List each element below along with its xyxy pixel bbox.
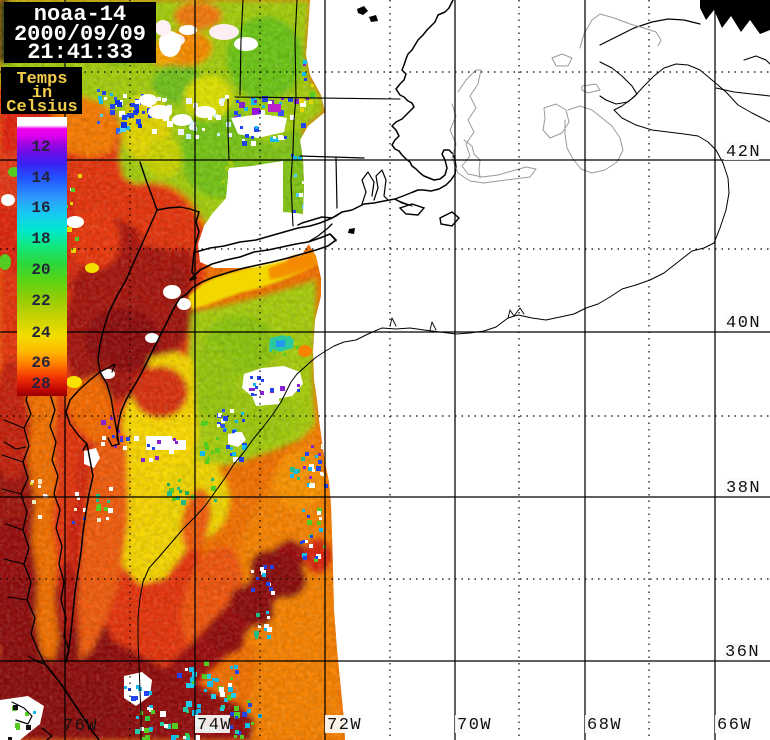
svg-text:40N: 40N: [726, 314, 761, 333]
svg-text:in: in: [32, 84, 52, 103]
svg-text:36N: 36N: [725, 643, 760, 662]
svg-text:Temps: Temps: [16, 70, 67, 89]
svg-text:noaa-14: noaa-14: [34, 2, 126, 27]
svg-text:2000/09/09: 2000/09/09: [14, 22, 146, 47]
svg-text:76W: 76W: [63, 717, 98, 736]
svg-text:20: 20: [31, 261, 50, 279]
svg-text:28: 28: [31, 375, 50, 393]
svg-text:22: 22: [31, 292, 50, 310]
svg-text:12: 12: [31, 138, 50, 156]
svg-text:26: 26: [31, 354, 50, 372]
svg-text:42N: 42N: [726, 143, 761, 162]
svg-text:21:41:33: 21:41:33: [27, 40, 133, 65]
svg-text:74W: 74W: [197, 716, 232, 735]
svg-text:66W: 66W: [717, 716, 752, 735]
svg-text:14: 14: [31, 169, 51, 187]
svg-text:70W: 70W: [457, 716, 492, 735]
svg-text:38N: 38N: [726, 479, 761, 498]
svg-text:68W: 68W: [587, 716, 622, 735]
svg-text:24: 24: [31, 324, 51, 342]
svg-text:16: 16: [31, 199, 50, 217]
svg-text:18: 18: [31, 230, 50, 248]
svg-text:72W: 72W: [327, 716, 362, 735]
svg-text:Celsius: Celsius: [6, 98, 77, 117]
